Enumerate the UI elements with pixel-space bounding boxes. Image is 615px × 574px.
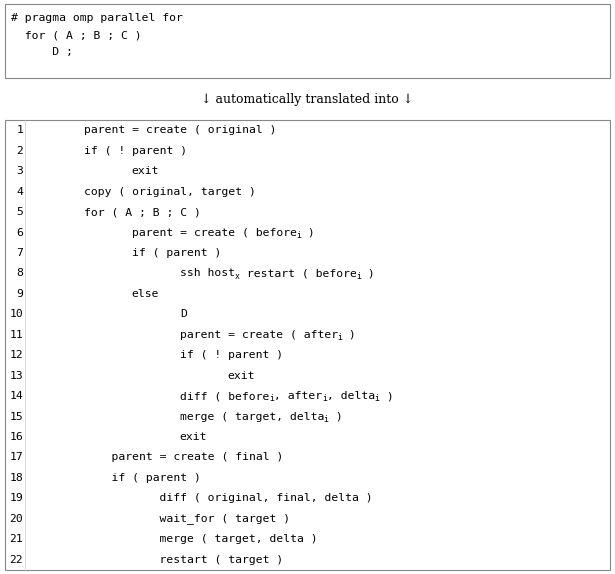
Text: ): ) bbox=[343, 330, 356, 340]
Text: parent = create ( original ): parent = create ( original ) bbox=[84, 125, 276, 135]
Text: 3: 3 bbox=[16, 166, 23, 176]
Text: 15: 15 bbox=[9, 412, 23, 421]
Text: 10: 10 bbox=[9, 309, 23, 319]
Text: 12: 12 bbox=[9, 350, 23, 360]
Text: 1: 1 bbox=[16, 125, 23, 135]
Text: 8: 8 bbox=[16, 269, 23, 278]
Text: 11: 11 bbox=[9, 330, 23, 340]
Text: wait_for ( target ): wait_for ( target ) bbox=[132, 513, 290, 524]
Text: D: D bbox=[180, 309, 187, 319]
Text: for ( A ; B ; C ): for ( A ; B ; C ) bbox=[11, 30, 141, 40]
Text: ↓ automatically translated into ↓: ↓ automatically translated into ↓ bbox=[201, 94, 414, 107]
Text: , after: , after bbox=[274, 391, 322, 401]
Text: parent = create ( before: parent = create ( before bbox=[132, 227, 297, 238]
Text: parent = create ( final ): parent = create ( final ) bbox=[84, 452, 284, 463]
Text: for ( A ; B ; C ): for ( A ; B ; C ) bbox=[84, 207, 200, 217]
Text: merge ( target, delta ): merge ( target, delta ) bbox=[132, 534, 317, 544]
Text: ): ) bbox=[379, 391, 394, 401]
Text: 20: 20 bbox=[9, 514, 23, 524]
Text: 19: 19 bbox=[9, 494, 23, 503]
Text: 16: 16 bbox=[9, 432, 23, 442]
Text: 4: 4 bbox=[16, 187, 23, 196]
Text: exit: exit bbox=[132, 166, 159, 176]
Text: 6: 6 bbox=[16, 227, 23, 238]
Text: i: i bbox=[338, 333, 343, 342]
Text: if ( parent ): if ( parent ) bbox=[132, 248, 221, 258]
Text: x: x bbox=[235, 272, 240, 281]
Text: 9: 9 bbox=[16, 289, 23, 299]
Bar bbox=[5, 4, 610, 78]
Text: ssh host: ssh host bbox=[180, 269, 235, 278]
Text: i: i bbox=[269, 394, 274, 404]
Text: 18: 18 bbox=[9, 473, 23, 483]
Text: restart ( before: restart ( before bbox=[240, 269, 357, 278]
Text: exit: exit bbox=[180, 432, 207, 442]
Text: 17: 17 bbox=[9, 452, 23, 463]
Text: i: i bbox=[296, 231, 301, 240]
Text: exit: exit bbox=[228, 371, 255, 381]
Text: 22: 22 bbox=[9, 555, 23, 565]
Text: 21: 21 bbox=[9, 534, 23, 544]
Text: if ( ! parent ): if ( ! parent ) bbox=[180, 350, 283, 360]
Text: copy ( original, target ): copy ( original, target ) bbox=[84, 187, 256, 196]
Text: parent = create ( after: parent = create ( after bbox=[180, 330, 338, 340]
Text: i: i bbox=[322, 394, 327, 404]
Text: 14: 14 bbox=[9, 391, 23, 401]
Text: 5: 5 bbox=[16, 207, 23, 217]
Text: # pragma omp parallel for: # pragma omp parallel for bbox=[11, 13, 183, 23]
Text: restart ( target ): restart ( target ) bbox=[132, 555, 283, 565]
Text: D ;: D ; bbox=[11, 47, 73, 57]
Text: i: i bbox=[356, 272, 361, 281]
Text: i: i bbox=[375, 394, 379, 404]
Text: ): ) bbox=[329, 412, 343, 421]
Text: if ( parent ): if ( parent ) bbox=[84, 473, 200, 483]
Text: i: i bbox=[324, 415, 328, 424]
Text: if ( ! parent ): if ( ! parent ) bbox=[84, 146, 187, 156]
Text: 13: 13 bbox=[9, 371, 23, 381]
Text: merge ( target, delta: merge ( target, delta bbox=[180, 412, 324, 421]
Text: 2: 2 bbox=[16, 146, 23, 156]
Text: diff ( original, final, delta ): diff ( original, final, delta ) bbox=[132, 494, 373, 503]
Text: 7: 7 bbox=[16, 248, 23, 258]
Bar bbox=[5, 120, 610, 570]
Text: diff ( before: diff ( before bbox=[180, 391, 269, 401]
Text: , delta: , delta bbox=[327, 391, 375, 401]
Text: else: else bbox=[132, 289, 159, 299]
Text: ): ) bbox=[361, 269, 375, 278]
Text: ): ) bbox=[301, 227, 315, 238]
